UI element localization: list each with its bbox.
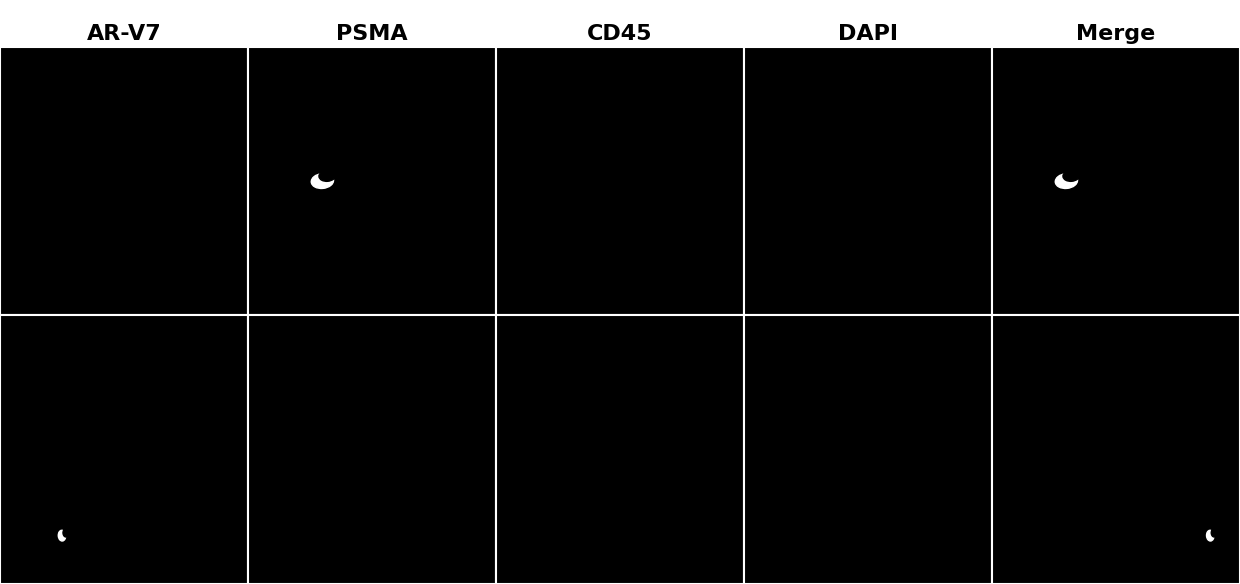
Ellipse shape (1055, 173, 1078, 189)
Title: DAPI: DAPI (838, 24, 898, 44)
Ellipse shape (1063, 170, 1080, 182)
Title: PSMA: PSMA (336, 24, 408, 44)
Title: Merge: Merge (1076, 24, 1156, 44)
Title: CD45: CD45 (588, 24, 652, 44)
Title: AR-V7: AR-V7 (87, 24, 161, 44)
Ellipse shape (311, 173, 334, 189)
Ellipse shape (1207, 530, 1214, 541)
Ellipse shape (319, 170, 336, 182)
Ellipse shape (58, 530, 66, 541)
Ellipse shape (63, 529, 68, 537)
Ellipse shape (1211, 529, 1216, 537)
